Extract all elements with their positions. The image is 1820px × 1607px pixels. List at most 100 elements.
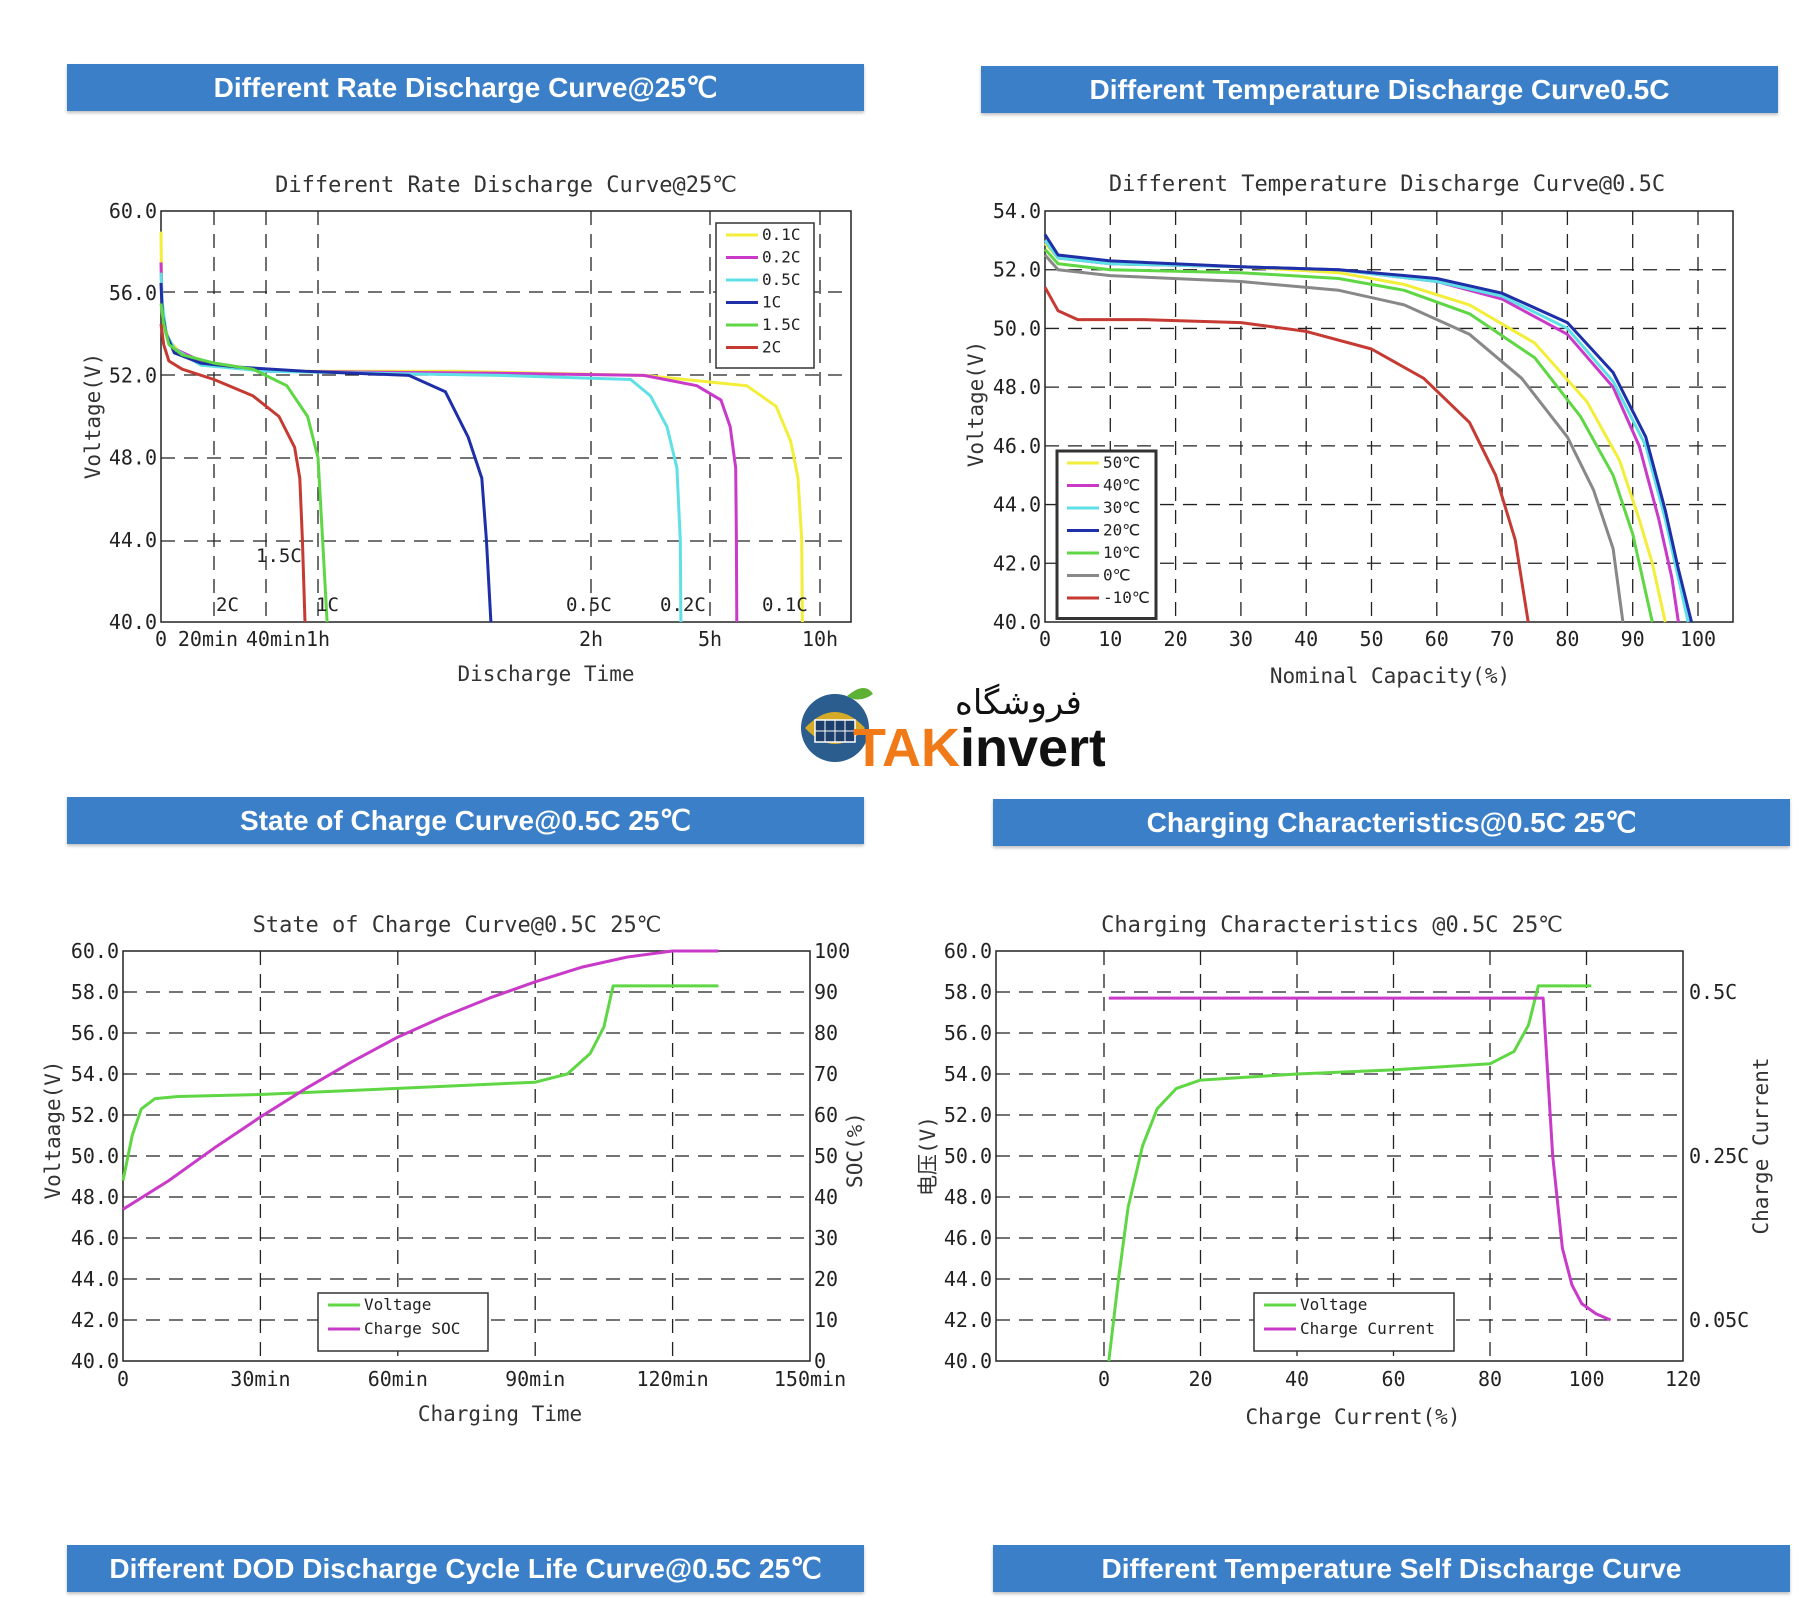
c4-ylabel: 电压(V) [916, 1116, 940, 1196]
c1-ytick-5: 60.0 [109, 199, 157, 223]
c3-legend-label-0: Voltage [364, 1295, 431, 1314]
c4-title: Charging Characteristics @0.5C 25℃ [1101, 913, 1563, 938]
c3-ytick-1: 42.0 [71, 1308, 119, 1332]
c2-legend-label-6: -10℃ [1103, 588, 1150, 607]
c2-xtick-5: 50 [1359, 627, 1383, 651]
c4-xtick-1: 20 [1188, 1367, 1212, 1391]
c3-xtick-1: 30min [230, 1367, 290, 1391]
rate-discharge-group: Different Rate Discharge Curve@25℃ 40.0 44… [81, 173, 852, 686]
c2-ylabel: Voltage(V) [964, 341, 988, 467]
c2-ytick-5: 50.0 [993, 316, 1041, 340]
c3-y2tick-3: 30 [814, 1226, 838, 1250]
c3-ylabel: Voltaage(V) [41, 1060, 65, 1199]
c4-xtick-6: 120 [1665, 1367, 1701, 1391]
c4-plot-frame [995, 950, 1684, 1362]
c4-series-1 [1108, 996, 1612, 1322]
c1-annotation-2: 1C [316, 594, 339, 616]
logo-brand-text: TAKinverter [853, 718, 1105, 776]
c3-ytick-9: 58.0 [71, 980, 119, 1004]
c2-xtick-3: 30 [1229, 627, 1253, 651]
c4-y2tick-1: 0.25C [1689, 1144, 1749, 1168]
c2-ytick-1: 42.0 [993, 551, 1041, 575]
c1-annotation-0: 2C [216, 594, 239, 616]
banner-temperature-discharge: Different Temperature Discharge Curve0.5… [981, 66, 1778, 113]
c4-ytick-2: 44.0 [944, 1267, 992, 1291]
c3-ytick-8: 56.0 [71, 1021, 119, 1045]
c3-y2label: SOC(%) [843, 1112, 867, 1188]
c2-legend-label-1: 40℃ [1103, 476, 1140, 495]
c3-ytick-3: 46.0 [71, 1226, 119, 1250]
c1-xtick-4: 2h [579, 627, 603, 651]
c2-xtick-1: 10 [1098, 627, 1122, 651]
c4-ytick-0: 40.0 [944, 1349, 992, 1373]
c1-legend-label-0: 0.1C [762, 225, 801, 244]
c1-annotation-5: 0.1C [762, 594, 808, 616]
c4-y2label: Charge Current [1749, 1057, 1773, 1234]
c2-series-6 [1043, 286, 1530, 623]
c3-y2tick-7: 70 [814, 1062, 838, 1086]
banner-self-discharge: Different Temperature Self Discharge Cur… [993, 1545, 1790, 1592]
c2-ytick-6: 52.0 [993, 258, 1041, 282]
c2-ytick-2: 44.0 [993, 493, 1041, 517]
c1-ytick-3: 52.0 [109, 363, 157, 387]
c3-xtick-0: 0 [117, 1367, 129, 1391]
c2-xtick-6: 60 [1425, 627, 1449, 651]
banner-rate-discharge: Different Rate Discharge Curve@25℃ [67, 64, 864, 111]
c2-series-4 [1043, 248, 1654, 623]
c2-series-3 [1043, 233, 1693, 623]
c4-ytick-3: 46.0 [944, 1226, 992, 1250]
c2-ytick-3: 46.0 [993, 434, 1041, 458]
c2-xtick-4: 40 [1294, 627, 1318, 651]
c4-ytick-8: 56.0 [944, 1021, 992, 1045]
c2-ytick-7: 54.0 [993, 199, 1041, 223]
c1-xtick-0: 0 [155, 627, 167, 651]
c4-xtick-4: 80 [1478, 1367, 1502, 1391]
c3-plot-frame [122, 950, 811, 1362]
c3-y2tick-10: 100 [814, 939, 850, 963]
c3-title: State of Charge Curve@0.5C 25℃ [253, 913, 662, 938]
takinverter-logo: فروشگاه TAKinverter [801, 683, 1105, 776]
c4-series-0 [1107, 984, 1592, 1362]
c4-ytick-10: 60.0 [944, 939, 992, 963]
c4-legend-label-0: Voltage [1300, 1295, 1367, 1314]
banner-state-of-charge: State of Charge Curve@0.5C 25℃ [67, 797, 864, 844]
c2-ytick-0: 40.0 [993, 610, 1041, 634]
c2-legend-label-5: 0℃ [1103, 566, 1131, 585]
c2-xtick-7: 70 [1490, 627, 1514, 651]
c1-ylabel: Voltage(V) [81, 353, 105, 479]
c4-ytick-1: 42.0 [944, 1308, 992, 1332]
c2-series-2 [1043, 239, 1690, 623]
c2-title: Different Temperature Discharge Curve@0.… [1109, 172, 1665, 197]
c1-series-3 [159, 282, 493, 623]
c2-xtick-8: 80 [1555, 627, 1579, 651]
c3-y2tick-1: 10 [814, 1308, 838, 1332]
c1-xtick-5: 5h [698, 627, 722, 651]
c1-xtick-6: 10h [802, 627, 838, 651]
c1-ytick-2: 48.0 [109, 446, 157, 470]
banner-charging-characteristics: Charging Characteristics@0.5C 25℃ [993, 799, 1790, 846]
c1-ytick-0: 40.0 [109, 610, 157, 634]
c2-xtick-2: 20 [1164, 627, 1188, 651]
c1-series-2 [159, 272, 683, 623]
c3-ytick-10: 60.0 [71, 939, 119, 963]
c4-ytick-4: 48.0 [944, 1185, 992, 1209]
c4-ytick-9: 58.0 [944, 980, 992, 1004]
c1-annotation-1: 1.5C [256, 545, 302, 567]
c2-xtick-0: 0 [1039, 627, 1051, 651]
c4-xtick-2: 40 [1285, 1367, 1309, 1391]
c3-y2tick-5: 50 [814, 1144, 838, 1168]
c1-series-1 [159, 262, 739, 623]
c1-series-4 [159, 303, 329, 623]
c2-series-5 [1043, 254, 1625, 623]
c1-xtick-1: 20min [178, 627, 238, 651]
c1-annotation-3: 0.5C [566, 594, 612, 616]
c3-xtick-4: 120min [636, 1367, 708, 1391]
c3-y2tick-4: 40 [814, 1185, 838, 1209]
temperature-discharge-group: Different Temperature Discharge Curve@0.… [964, 172, 1734, 688]
c3-y2tick-0: 0 [814, 1349, 826, 1373]
c3-y2tick-2: 20 [814, 1267, 838, 1291]
c3-series-0 [121, 984, 719, 1181]
c4-xtick-0: 0 [1098, 1367, 1110, 1391]
c1-ytick-4: 56.0 [109, 281, 157, 305]
